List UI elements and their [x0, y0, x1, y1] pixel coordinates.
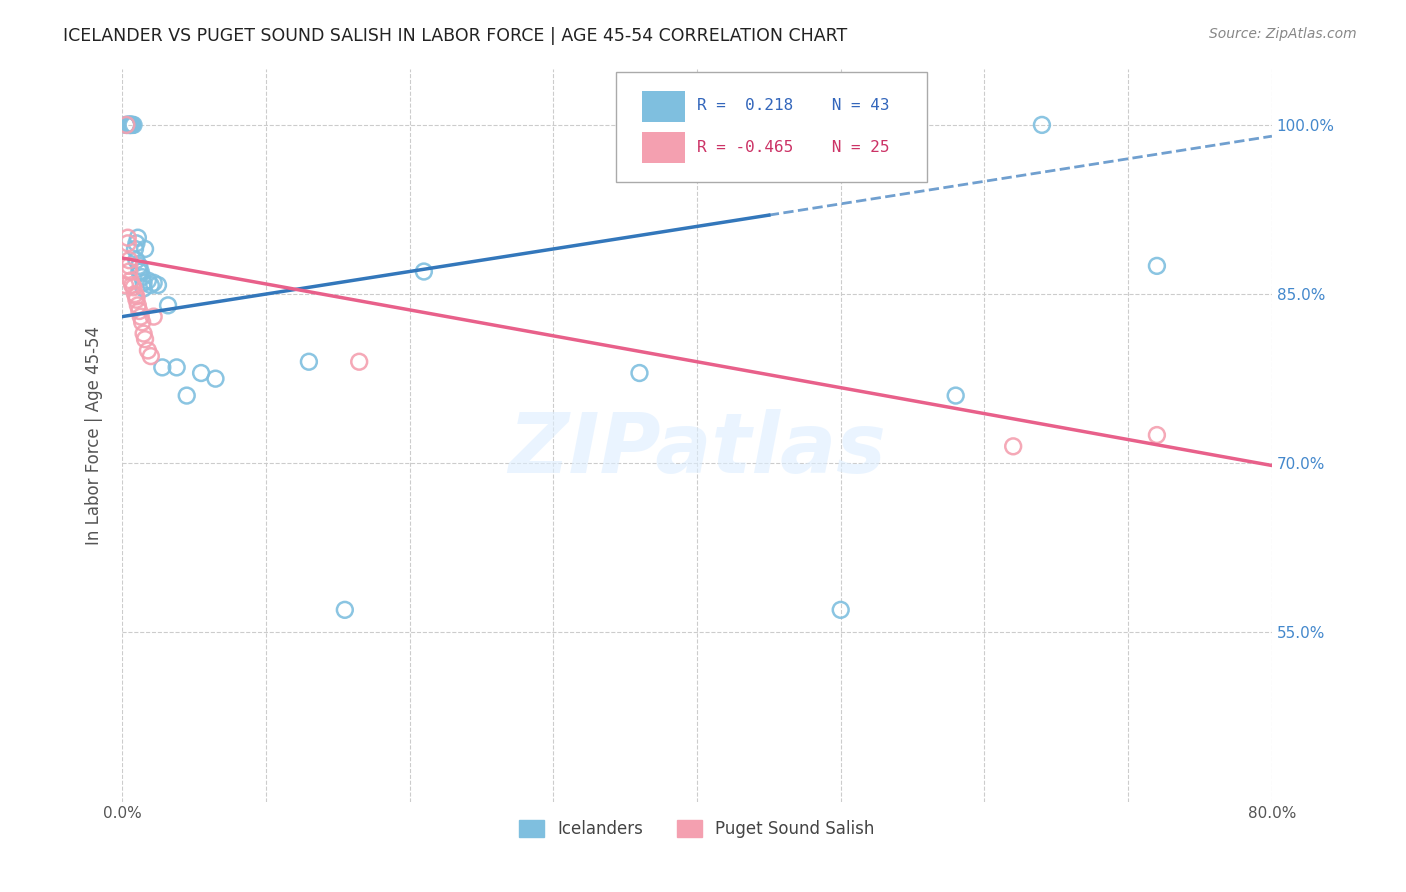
Point	[125, 289, 148, 303]
Bar	[641, 91, 686, 122]
Point	[120, 118, 142, 132]
Point	[142, 310, 165, 324]
Point	[121, 118, 143, 132]
Point	[131, 270, 153, 285]
Point	[945, 388, 967, 402]
Point	[125, 236, 148, 251]
Point	[120, 274, 142, 288]
Point	[122, 280, 145, 294]
Point	[139, 278, 162, 293]
Point	[117, 118, 139, 132]
Point	[125, 253, 148, 268]
Point	[129, 310, 152, 324]
FancyBboxPatch shape	[616, 72, 927, 182]
Point	[117, 118, 139, 132]
Point	[132, 326, 155, 341]
Point	[117, 230, 139, 244]
Point	[124, 242, 146, 256]
Text: ICELANDER VS PUGET SOUND SALISH IN LABOR FORCE | AGE 45-54 CORRELATION CHART: ICELANDER VS PUGET SOUND SALISH IN LABOR…	[63, 27, 848, 45]
Point	[142, 276, 165, 290]
Legend: Icelanders, Puget Sound Salish: Icelanders, Puget Sound Salish	[513, 813, 882, 845]
Point	[166, 360, 188, 375]
Text: R = -0.465    N = 25: R = -0.465 N = 25	[697, 140, 890, 155]
Point	[146, 278, 169, 293]
Point	[150, 360, 173, 375]
Point	[134, 242, 156, 256]
Point	[124, 287, 146, 301]
Point	[136, 274, 159, 288]
Point	[204, 372, 226, 386]
Point	[115, 118, 138, 132]
Point	[122, 118, 145, 132]
Point	[129, 264, 152, 278]
Point	[132, 276, 155, 290]
Point	[128, 304, 150, 318]
Point	[128, 259, 150, 273]
Point	[131, 315, 153, 329]
Point	[118, 118, 141, 132]
Text: R =  0.218    N = 43: R = 0.218 N = 43	[697, 98, 890, 113]
Point	[115, 118, 138, 132]
Point	[412, 264, 434, 278]
Point	[127, 298, 149, 312]
Point	[139, 349, 162, 363]
Point	[121, 118, 143, 132]
Point	[136, 343, 159, 358]
Point	[333, 603, 356, 617]
Point	[1146, 259, 1168, 273]
Point	[118, 118, 141, 132]
Text: Source: ZipAtlas.com: Source: ZipAtlas.com	[1209, 27, 1357, 41]
Point	[134, 332, 156, 346]
Point	[125, 293, 148, 307]
Point	[190, 366, 212, 380]
Point	[120, 118, 142, 132]
Point	[118, 264, 141, 278]
Point	[118, 118, 141, 132]
Point	[118, 259, 141, 273]
Point	[298, 355, 321, 369]
Point	[127, 230, 149, 244]
Point	[830, 603, 852, 617]
Point	[121, 278, 143, 293]
Point	[120, 118, 142, 132]
Point	[1031, 118, 1053, 132]
Point	[157, 298, 180, 312]
Point	[347, 355, 370, 369]
Point	[115, 118, 138, 132]
Point	[132, 281, 155, 295]
Y-axis label: In Labor Force | Age 45-54: In Labor Force | Age 45-54	[86, 326, 103, 544]
Point	[1146, 428, 1168, 442]
Point	[1002, 439, 1025, 453]
Bar	[641, 132, 686, 163]
Point	[117, 236, 139, 251]
Point	[118, 253, 141, 268]
Point	[120, 118, 142, 132]
Point	[114, 278, 136, 293]
Text: ZIPatlas: ZIPatlas	[508, 409, 886, 491]
Point	[176, 388, 198, 402]
Point	[128, 264, 150, 278]
Point	[628, 366, 651, 380]
